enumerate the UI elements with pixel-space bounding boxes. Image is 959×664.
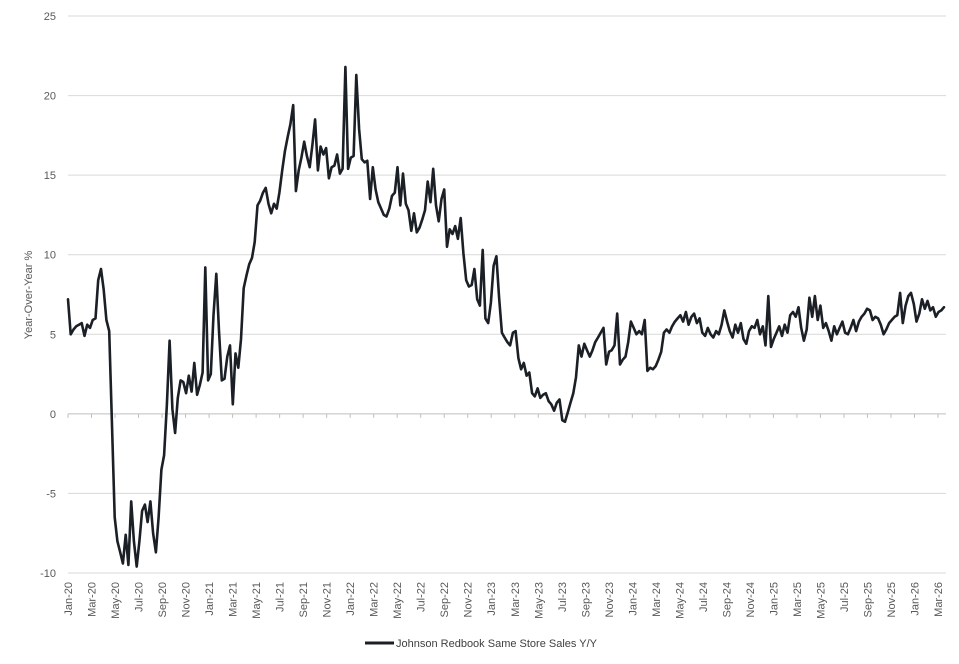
y-axis-title: Year-Over-Year % (23, 251, 35, 340)
x-tick-label: Mar-20 (87, 582, 99, 617)
y-tick-label: 0 (50, 409, 56, 421)
x-tick-label: Mar-26 (933, 582, 945, 617)
x-tick-label: Jan-24 (627, 582, 639, 616)
x-tick-label: Jul-25 (839, 582, 851, 612)
x-tick-label: Jul-24 (698, 582, 710, 612)
y-tick-label: -10 (40, 568, 56, 580)
x-tick-label: May-23 (533, 582, 545, 619)
x-tick-label: Jul-23 (557, 582, 569, 612)
y-tick-label: 20 (44, 91, 56, 103)
x-tick-label: Jul-20 (134, 582, 146, 612)
axes: -10 -5 0 5 10 15 20 25 Jan-20 Mar-20 May-20 Jul-20 S… (40, 11, 946, 619)
x-tick-label: Nov-22 (463, 582, 475, 617)
x-tick-label: Nov-20 (181, 582, 193, 617)
series-line-redbook (66, 65, 946, 568)
x-tick-label: Sep-23 (580, 582, 592, 617)
legend: Johnson Redbook Same Store Sales Y/Y (365, 638, 598, 650)
x-tick-label: Mar-22 (369, 582, 381, 617)
x-tick-label: Nov-24 (745, 582, 757, 617)
x-tick-label: Jan-23 (486, 582, 498, 616)
y-tick-label: 10 (44, 250, 56, 262)
y-tick-label: 5 (50, 329, 56, 341)
gridlines (68, 15, 946, 574)
x-tick-label: Sep-20 (157, 582, 169, 617)
x-tick-label: Jan-22 (345, 582, 357, 616)
x-tick-label: Jul-22 (416, 582, 428, 612)
x-tick-label: Mar-24 (651, 582, 663, 617)
x-tick-label: May-20 (110, 582, 122, 619)
x-tick-label: Mar-23 (510, 582, 522, 617)
x-tick-label: Mar-21 (228, 582, 240, 617)
x-tick-label: Nov-25 (886, 582, 898, 617)
x-tick-label: May-25 (815, 582, 827, 619)
x-tick-label: Jan-25 (768, 582, 780, 616)
y-tick-label: -5 (46, 488, 56, 500)
x-tick-label: Nov-21 (322, 582, 334, 617)
legend-label: Johnson Redbook Same Store Sales Y/Y (396, 638, 598, 650)
x-tick-label: Jan-21 (204, 582, 216, 616)
x-tick-label: Jul-21 (275, 582, 287, 612)
x-tick-label: Mar-25 (792, 582, 804, 617)
x-tick-label: Sep-22 (439, 582, 451, 617)
x-tick-label: Jan-26 (910, 582, 922, 616)
x-tick-label: Sep-25 (863, 582, 875, 617)
x-tick-label: May-24 (674, 582, 686, 619)
x-tick-label: Sep-24 (721, 582, 733, 617)
y-tick-label: 25 (44, 11, 56, 23)
series-layer (66, 65, 946, 568)
x-tick-label: May-22 (392, 582, 404, 619)
y-tick-label: 15 (44, 170, 56, 182)
x-tick-label: May-21 (251, 582, 263, 619)
x-tick-label: Nov-23 (604, 582, 616, 617)
x-tick-label: Sep-21 (298, 582, 310, 617)
x-tick-label: Jan-20 (63, 582, 75, 616)
